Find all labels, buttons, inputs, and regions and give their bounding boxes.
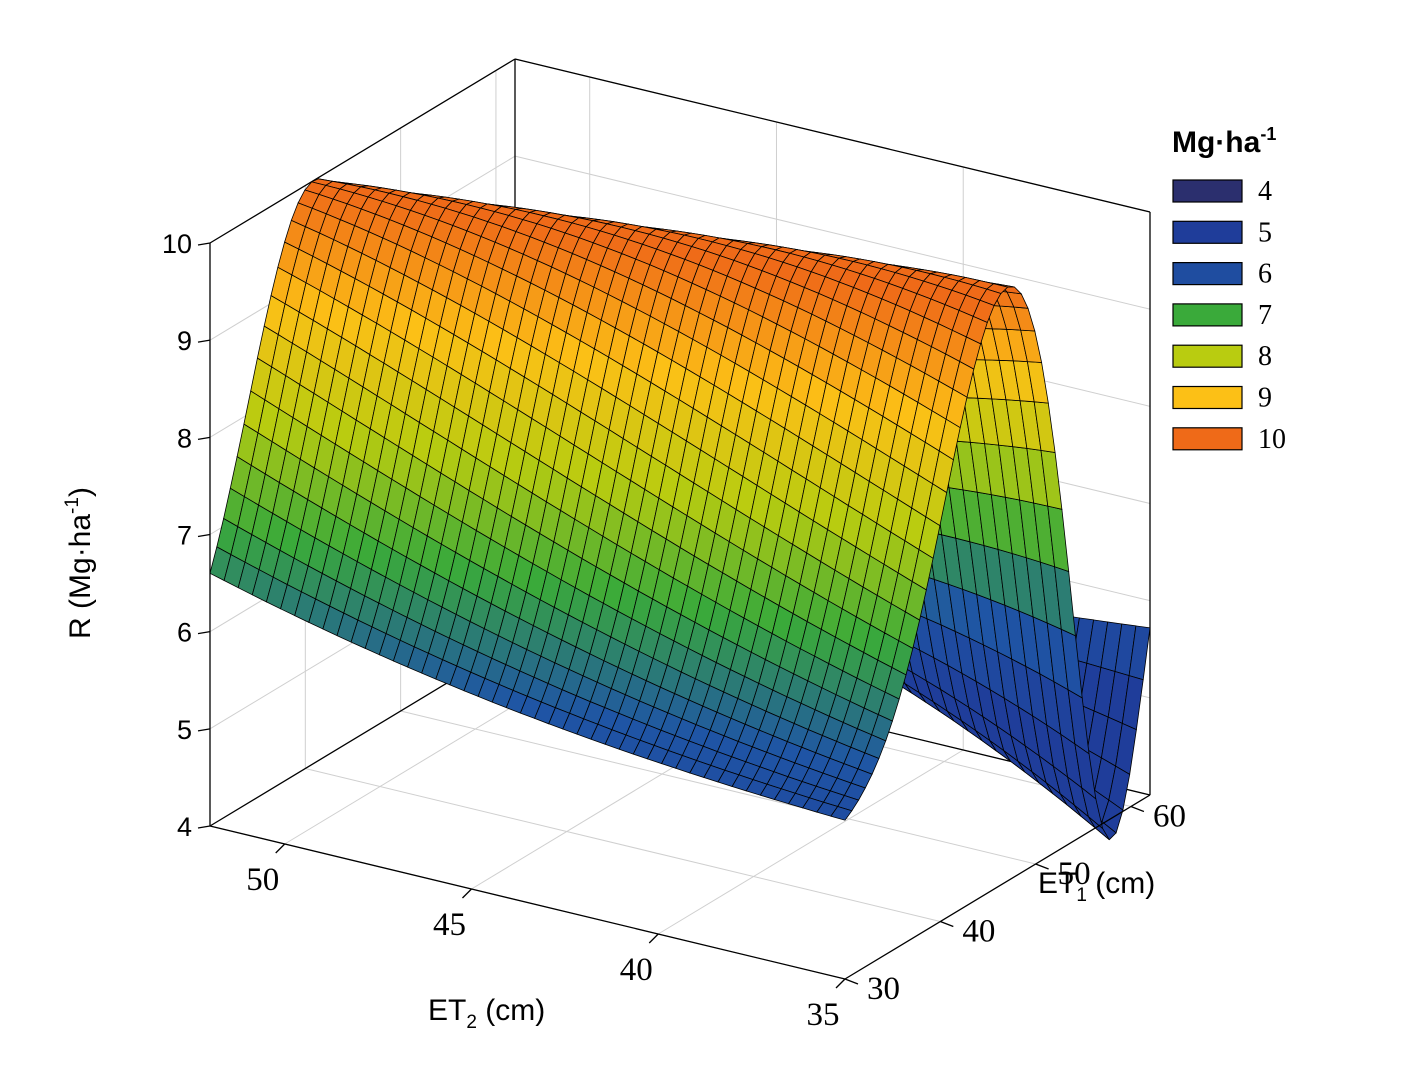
- z-tick: [197, 339, 211, 343]
- x-tick: [835, 978, 846, 989]
- legend-label: 8: [1258, 341, 1272, 372]
- legend-label: 4: [1258, 176, 1272, 207]
- legend-title: Mg·ha-1: [1172, 124, 1276, 159]
- z-tick: [197, 242, 211, 246]
- z-tick: [197, 728, 211, 732]
- x-tick: [275, 843, 286, 854]
- x-tick: [462, 888, 472, 899]
- legend-swatch: [1172, 262, 1243, 286]
- y-tick-label: 30: [867, 971, 900, 1007]
- y-tick: [1035, 863, 1049, 870]
- x-tick: [648, 933, 659, 944]
- z-tick-label: 8: [177, 423, 192, 453]
- z-tick: [197, 533, 211, 538]
- z-tick-label: 10: [162, 229, 192, 259]
- z-tick-label: 6: [177, 618, 192, 648]
- legend-swatch: [1172, 220, 1243, 244]
- x-tick-label: 35: [807, 997, 840, 1033]
- z-tick-label: 5: [177, 715, 192, 745]
- x-tick-label: 45: [433, 907, 466, 943]
- y-axis-title: ET1 (cm): [1038, 867, 1155, 906]
- z-tick-label: 7: [177, 521, 192, 551]
- legend-swatch: [1172, 427, 1243, 451]
- y-tick-label: 40: [962, 914, 995, 950]
- legend-title-sup: -1: [1260, 124, 1276, 144]
- x-axis-title-sub: 2: [466, 1012, 477, 1033]
- y-tick: [940, 920, 954, 928]
- z-tick: [197, 825, 211, 829]
- z-tick-label: 4: [177, 812, 192, 842]
- legend-label: 5: [1258, 217, 1272, 248]
- z-tick: [197, 436, 211, 440]
- x-axis-line: [209, 825, 846, 980]
- y-tick-label: 50: [1058, 856, 1091, 892]
- y-axis-title-sub: 1: [1076, 885, 1087, 906]
- legend-swatch: [1172, 179, 1243, 203]
- y-tick-label: 60: [1153, 799, 1186, 835]
- x-axis-title: ET2 (cm): [428, 994, 545, 1033]
- x-tick-label: 50: [246, 862, 279, 898]
- z-tick: [197, 631, 211, 635]
- legend: Mg·ha-1 4 5 6 7 8 9 10: [1172, 124, 1286, 455]
- legend-label: 7: [1258, 300, 1272, 331]
- x-tick-label: 40: [620, 952, 653, 988]
- surface-cell: [830, 806, 853, 821]
- legend-swatch: [1172, 344, 1243, 368]
- z-axis-title-sup: -1: [62, 497, 83, 514]
- legend-label: 6: [1258, 259, 1272, 290]
- y-tick: [1130, 805, 1145, 813]
- legend-swatch: [1172, 303, 1243, 327]
- z-tick-label: 9: [177, 326, 192, 356]
- response-surface: [209, 178, 1151, 841]
- y-axis-line: [844, 794, 1151, 980]
- legend-swatch: [1172, 385, 1243, 410]
- y-tick: [844, 978, 859, 985]
- z-axis-title: R (Mg·ha-1): [62, 487, 97, 639]
- legend-label: 9: [1258, 383, 1272, 414]
- legend-label: 10: [1258, 424, 1286, 455]
